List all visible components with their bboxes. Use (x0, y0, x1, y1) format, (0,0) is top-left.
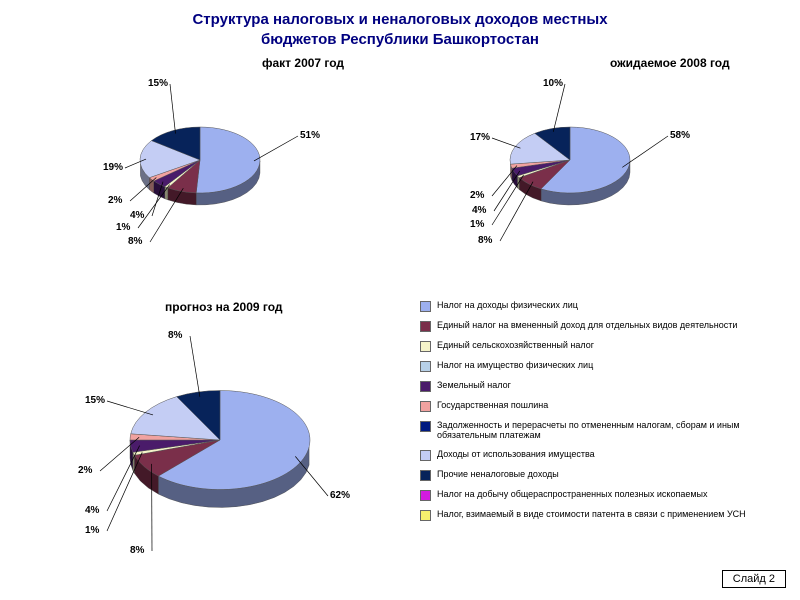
pie-chart (108, 328, 332, 552)
pie-label: 15% (85, 395, 105, 406)
legend-label: Налог на добычу общераспространенных пол… (437, 489, 708, 499)
legend-item: Налог, взимаемый в виде стоимости патент… (420, 509, 780, 521)
legend-swatch (420, 421, 431, 432)
chart-title: ожидаемое 2008 год (610, 56, 730, 70)
legend-swatch (420, 510, 431, 521)
legend-item: Задолженность и перерасчеты по отмененны… (420, 420, 780, 441)
legend-label: Задолженность и перерасчеты по отмененны… (437, 420, 757, 441)
pie-slice-side (133, 452, 135, 473)
pie-slice-side (517, 176, 519, 190)
legend-label: Земельный налог (437, 380, 511, 390)
legend-label: Налог на имущество физических лиц (437, 360, 593, 370)
legend-item: Прочие неналоговые доходы (420, 469, 780, 481)
legend-label: Единый сельскохозяйственный налог (437, 340, 594, 350)
pie-label: 19% (103, 162, 123, 173)
slide-number: Слайд 2 (733, 573, 775, 585)
pie-label: 1% (116, 222, 130, 233)
chart-title: факт 2007 год (262, 56, 344, 70)
chart-title: прогноз на 2009 год (165, 300, 283, 314)
pie-label: 4% (130, 210, 144, 221)
legend-label: Доходы от использования имущества (437, 449, 595, 459)
legend-swatch (420, 301, 431, 312)
pie-chart (124, 84, 276, 236)
pie-label: 4% (472, 205, 486, 216)
pie-label: 2% (108, 195, 122, 206)
pie-label: 62% (330, 490, 350, 501)
legend-swatch (420, 470, 431, 481)
pie-label: 1% (85, 525, 99, 536)
legend-swatch (420, 381, 431, 392)
title-line1: Структура налоговых и неналоговых доходо… (192, 11, 607, 28)
pie-label: 4% (85, 505, 99, 516)
pie-label: 8% (128, 236, 142, 247)
legend-label: Государственная пошлина (437, 400, 548, 410)
legend-swatch (420, 341, 431, 352)
pie-label: 10% (543, 78, 563, 89)
pie-label: 8% (478, 235, 492, 246)
pie-label: 17% (470, 132, 490, 143)
legend-swatch (420, 490, 431, 501)
pie-label: 2% (78, 465, 92, 476)
legend-item: Государственная пошлина (420, 400, 780, 412)
legend-item: Земельный налог (420, 380, 780, 392)
pie-label: 58% (670, 130, 690, 141)
pie-label: 8% (130, 545, 144, 556)
legend: Налог на доходы физических лиц Единый нал… (420, 300, 780, 529)
legend-label: Налог, взимаемый в виде стоимости патент… (437, 509, 746, 519)
legend-label: Налог на доходы физических лиц (437, 300, 578, 310)
legend-swatch (420, 401, 431, 412)
legend-item: Налог на имущество физических лиц (420, 360, 780, 372)
pie-label: 51% (300, 130, 320, 141)
pie-label: 15% (148, 78, 168, 89)
pie-label: 2% (470, 190, 484, 201)
pie-label: 1% (470, 219, 484, 230)
slide-number-box: Слайд 2 (722, 570, 786, 588)
legend-item: Налог на доходы физических лиц (420, 300, 780, 312)
pie-chart (494, 84, 646, 236)
pie-slice-side (165, 187, 168, 200)
legend-label: Прочие неналоговые доходы (437, 469, 559, 479)
legend-item: Единый сельскохозяйственный налог (420, 340, 780, 352)
title-line2: бюджетов Республики Башкортостан (261, 31, 539, 48)
legend-swatch (420, 361, 431, 372)
legend-swatch (420, 450, 431, 461)
pie-label: 8% (168, 330, 182, 341)
main-title: Структура налоговых и неналоговых доходо… (0, 10, 800, 49)
legend-item: Налог на добычу общераспространенных пол… (420, 489, 780, 501)
legend-item: Единый налог на вмененный доход для отде… (420, 320, 780, 332)
legend-item: Доходы от использования имущества (420, 449, 780, 461)
legend-swatch (420, 321, 431, 332)
legend-label: Единый налог на вмененный доход для отде… (437, 320, 737, 330)
